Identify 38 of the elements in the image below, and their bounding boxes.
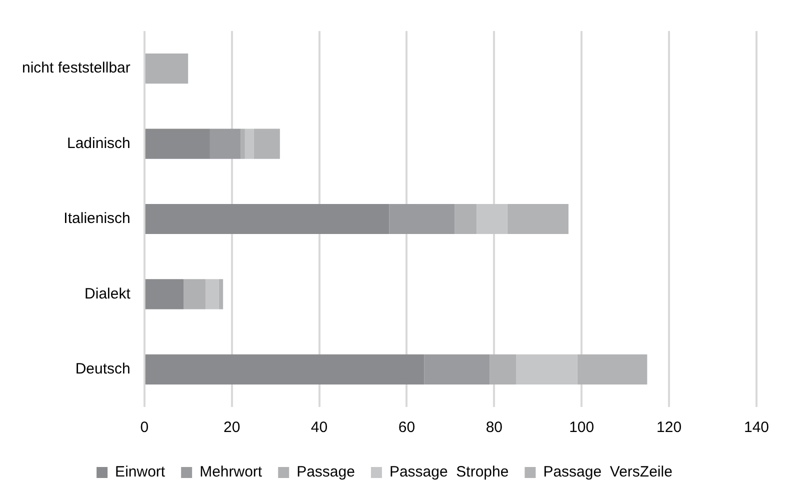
bar [476, 204, 508, 234]
bar [389, 204, 455, 234]
bar [490, 354, 516, 384]
bar [145, 54, 188, 84]
x-tick-label: 120 [656, 419, 682, 436]
bar [507, 204, 568, 234]
x-tick-label: 60 [398, 419, 416, 436]
bar [210, 128, 241, 159]
legend-label: Passage VersZeile [543, 464, 672, 481]
x-tick-label: 100 [569, 419, 594, 436]
legend-label: Passage Strophe [389, 464, 509, 481]
bar [240, 128, 245, 159]
bar [145, 204, 390, 234]
x-tick-label: 40 [310, 419, 328, 436]
legend-label: Mehrwort [200, 464, 263, 481]
bar [424, 354, 490, 384]
legend-label: Passage [296, 464, 355, 481]
y-tick-label: Dialekt [84, 285, 132, 302]
y-tick-label: Italienisch [64, 210, 130, 228]
x-tick-label: 20 [223, 419, 240, 436]
bar [184, 279, 206, 310]
y-tick-label: nicht feststellbar [22, 60, 130, 77]
bar [145, 354, 424, 384]
legend-label: Einwort [115, 464, 166, 481]
x-tick-label: 0 [140, 419, 149, 436]
bar [244, 128, 254, 159]
bar [145, 279, 184, 310]
y-tick-label: Deutsch [75, 360, 130, 378]
x-tick-label: 140 [744, 419, 769, 436]
bar [254, 128, 280, 159]
x-tick-label: 80 [486, 419, 502, 436]
bar [206, 279, 219, 310]
bar [218, 279, 224, 310]
bar [454, 204, 477, 234]
bar [145, 128, 210, 159]
y-tick-label: Ladinisch [66, 134, 130, 152]
bar [577, 354, 648, 384]
bar [516, 354, 578, 384]
